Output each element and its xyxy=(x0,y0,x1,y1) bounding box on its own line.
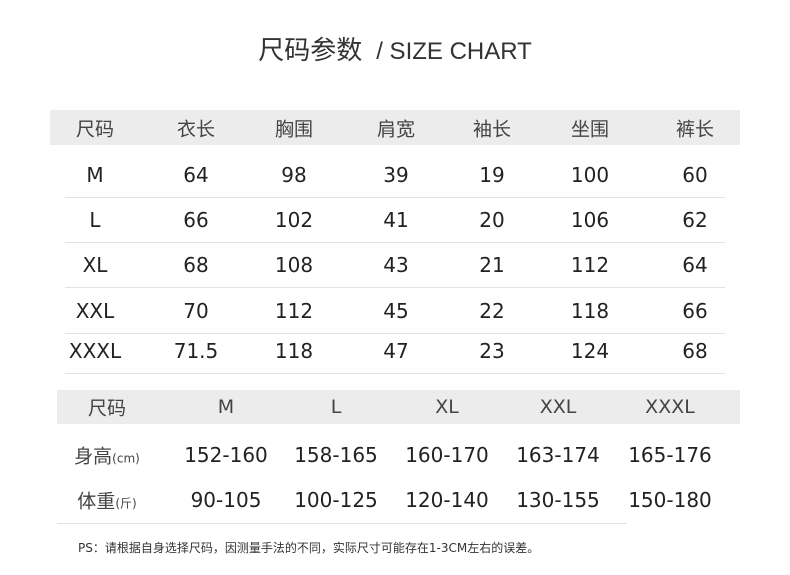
column-header: 尺码 xyxy=(75,118,115,141)
row-divider xyxy=(65,242,725,243)
title-en: / SIZE CHART xyxy=(376,38,532,65)
table-cell: 68 xyxy=(682,339,708,363)
column-header: 肩宽 xyxy=(376,118,416,141)
column-header: 裤长 xyxy=(675,118,715,141)
column-header: 胸围 xyxy=(274,118,314,141)
row-divider xyxy=(65,287,725,288)
table-divider xyxy=(57,523,627,524)
fit-table-header xyxy=(57,390,740,424)
table-cell: 23 xyxy=(479,339,505,363)
table-cell: 124 xyxy=(570,339,610,363)
table-cell: 41 xyxy=(383,208,409,232)
table-cell: 130-155 xyxy=(516,488,600,512)
table-cell: 152-160 xyxy=(184,443,268,467)
table-cell: 100 xyxy=(570,163,610,187)
table-cell: 66 xyxy=(183,208,209,232)
table-cell: 64 xyxy=(682,253,708,277)
title-cn: 尺码参数 xyxy=(258,36,363,66)
table-cell: 98 xyxy=(281,163,307,187)
table-cell: 160-170 xyxy=(405,443,489,467)
column-header: L xyxy=(330,396,342,418)
column-header: 袖长 xyxy=(472,118,512,141)
table-cell: 43 xyxy=(383,253,409,277)
table-cell: 19 xyxy=(479,163,505,187)
column-header: XL xyxy=(435,396,459,418)
table-cell: 21 xyxy=(479,253,505,277)
table-cell: L xyxy=(89,208,101,232)
row-label-unit: (斤) xyxy=(115,496,137,511)
table-cell: 112 xyxy=(274,299,314,323)
row-label-unit: (cm) xyxy=(112,451,140,466)
table-cell: 100-125 xyxy=(294,488,378,512)
table-cell: 165-176 xyxy=(628,443,712,467)
table-cell: XXXL xyxy=(68,339,122,363)
table-cell: M xyxy=(86,163,104,187)
table-cell: 22 xyxy=(479,299,505,323)
row-divider xyxy=(65,333,725,334)
column-header: XXXL xyxy=(645,396,695,418)
table-cell: 118 xyxy=(570,299,610,323)
table-cell: 47 xyxy=(383,339,409,363)
table-cell: 118 xyxy=(274,339,314,363)
page-title: 尺码参数 / SIZE CHART xyxy=(0,30,790,67)
row-label-text: 体重 xyxy=(77,490,116,513)
table-cell: 45 xyxy=(383,299,409,323)
column-header: 坐围 xyxy=(570,118,610,141)
table-cell: 112 xyxy=(570,253,610,277)
row-label-text: 身高 xyxy=(74,445,113,468)
row-label: 体重(斤) xyxy=(77,487,136,514)
row-label: 身高(cm) xyxy=(74,442,140,469)
column-header: 尺码 xyxy=(87,397,127,420)
table-cell: 120-140 xyxy=(405,488,489,512)
column-header: M xyxy=(217,396,235,418)
table-cell: 150-180 xyxy=(628,488,712,512)
row-divider xyxy=(65,197,725,198)
table-cell: 158-165 xyxy=(294,443,378,467)
row-divider xyxy=(65,373,725,374)
column-header: 衣长 xyxy=(176,118,216,141)
table-cell: 90-105 xyxy=(190,488,262,512)
note-text: PS：请根据自身选择尺码，因测量手法的不同，实际尺寸可能存在1-3CM左右的误差… xyxy=(78,541,540,555)
table-cell: 68 xyxy=(183,253,209,277)
table-cell: 20 xyxy=(479,208,505,232)
table-cell: XL xyxy=(82,253,108,277)
table-cell: 66 xyxy=(682,299,708,323)
table-cell: 70 xyxy=(183,299,209,323)
table-cell: 163-174 xyxy=(516,443,600,467)
table-cell: 108 xyxy=(274,253,314,277)
table-cell: 71.5 xyxy=(173,339,219,363)
table-cell: 102 xyxy=(274,208,314,232)
table-cell: XXL xyxy=(75,299,115,323)
table-cell: 39 xyxy=(383,163,409,187)
table-cell: 62 xyxy=(682,208,708,232)
table-cell: 64 xyxy=(183,163,209,187)
table-cell: 106 xyxy=(570,208,610,232)
garment-table-header xyxy=(50,110,740,145)
table-cell: 60 xyxy=(682,163,708,187)
column-header: XXL xyxy=(539,396,577,418)
